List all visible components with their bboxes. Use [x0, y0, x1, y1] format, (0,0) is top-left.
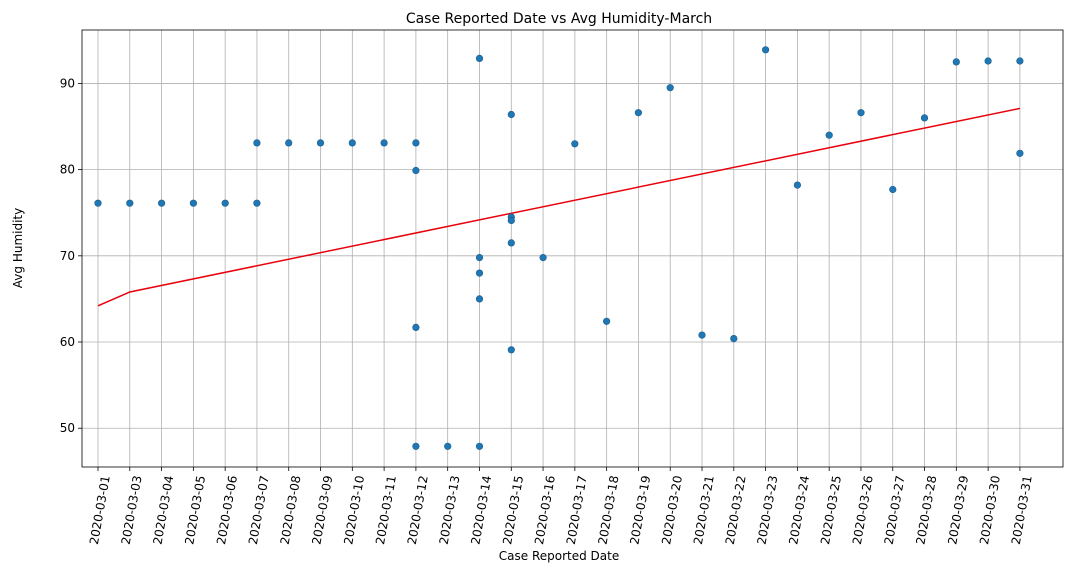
x-tick-label: 2020-03-09	[309, 474, 335, 545]
y-axis-label: Avg Humidity	[11, 208, 25, 288]
data-point	[221, 199, 229, 207]
data-point	[984, 57, 992, 65]
x-tick-label: 2020-03-20	[659, 474, 685, 545]
data-point	[571, 140, 579, 148]
data-point	[475, 269, 484, 277]
x-tick-label: 2020-03-05	[182, 474, 208, 545]
points-layer	[94, 46, 1024, 450]
x-axis: 2020-03-01 2020-03-03 2020-03-04 2020-03-05…	[87, 467, 1035, 546]
x-tick-label: 2020-03-24	[786, 474, 812, 545]
data-point	[507, 216, 515, 225]
x-tick-label: 2020-03-19	[627, 474, 653, 545]
data-point	[730, 335, 738, 343]
data-point	[126, 199, 134, 207]
x-tick-label: 2020-03-06	[214, 474, 240, 545]
data-point	[920, 114, 929, 122]
x-tick-label: 2020-03-27	[882, 474, 908, 545]
data-point	[475, 54, 484, 63]
x-tick-label: 2020-03-16	[532, 474, 558, 545]
data-point	[698, 331, 706, 339]
data-point	[253, 199, 261, 207]
x-tick-label: 2020-03-03	[119, 474, 145, 545]
data-point	[475, 254, 484, 262]
x-tick-label: 2020-03-17	[564, 474, 590, 545]
x-tick-label: 2020-03-08	[278, 474, 304, 545]
data-point	[158, 199, 166, 207]
data-point	[507, 346, 515, 354]
x-tick-label: 2020-03-21	[691, 474, 717, 545]
data-point	[412, 166, 420, 175]
data-point	[475, 295, 484, 303]
data-point	[444, 442, 452, 450]
data-point	[412, 323, 420, 332]
x-tick-label: 2020-03-18	[596, 474, 622, 545]
data-point	[1016, 57, 1024, 65]
data-point	[507, 239, 515, 247]
y-tick-label: 70	[60, 249, 75, 263]
data-point	[380, 139, 388, 147]
data-point	[539, 254, 547, 262]
data-point	[857, 109, 865, 117]
data-point	[412, 139, 420, 147]
x-tick-label: 2020-03-13	[437, 474, 463, 545]
data-point	[316, 139, 325, 147]
x-tick-label: 2020-03-11	[373, 474, 399, 545]
x-tick-label: 2020-03-25	[818, 474, 844, 545]
trend-layer	[97, 107, 1021, 307]
data-point	[94, 199, 102, 207]
data-point	[825, 131, 833, 139]
x-axis-label: Case Reported Date	[499, 549, 619, 563]
data-point	[889, 185, 897, 194]
x-tick-label: 2020-03-01	[87, 474, 113, 545]
x-tick-label: 2020-03-12	[405, 474, 431, 545]
data-point	[189, 199, 197, 207]
y-tick-label: 50	[60, 421, 75, 435]
x-tick-label: 2020-03-14	[468, 474, 494, 545]
data-point	[666, 84, 674, 92]
data-point	[475, 442, 484, 450]
data-point	[1016, 149, 1024, 157]
data-point	[348, 139, 356, 147]
data-point	[412, 442, 420, 450]
x-tick-label: 2020-03-07	[246, 474, 272, 545]
data-point	[761, 46, 770, 54]
x-tick-label: 2020-03-30	[977, 474, 1003, 545]
data-point	[602, 317, 611, 325]
y-tick-label: 60	[60, 335, 75, 349]
x-tick-label: 2020-03-26	[850, 474, 876, 545]
chart-title: Case Reported Date vs Avg Humidity-March	[406, 11, 712, 27]
y-tick-label: 80	[60, 163, 75, 177]
x-tick-label: 2020-03-22	[723, 474, 749, 545]
y-tick-label: 90	[60, 76, 75, 90]
data-point	[285, 139, 293, 147]
x-tick-label: 2020-03-10	[341, 474, 367, 545]
x-tick-label: 2020-03-29	[945, 474, 971, 545]
x-tick-label: 2020-03-28	[913, 474, 939, 545]
data-point	[793, 181, 802, 189]
grid-layer	[82, 30, 1063, 467]
data-point	[253, 139, 261, 147]
data-point	[634, 109, 643, 117]
x-tick-label: 2020-03-23	[755, 474, 781, 545]
x-tick-label: 2020-03-04	[151, 474, 177, 545]
trend-line	[97, 107, 1021, 307]
data-point	[507, 110, 515, 119]
x-tick-label: 2020-03-15	[500, 474, 526, 545]
plot-frame	[81, 29, 1064, 468]
data-point	[952, 58, 960, 66]
y-axis: 50 60 70 80 90	[60, 76, 82, 435]
x-tick-label: 2020-03-31	[1009, 474, 1035, 545]
